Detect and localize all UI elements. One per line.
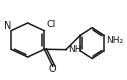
Text: NH₂: NH₂ bbox=[106, 36, 123, 44]
Text: N: N bbox=[4, 21, 12, 31]
Text: Cl: Cl bbox=[46, 20, 55, 29]
Text: NH: NH bbox=[68, 45, 81, 54]
Text: O: O bbox=[49, 64, 57, 74]
